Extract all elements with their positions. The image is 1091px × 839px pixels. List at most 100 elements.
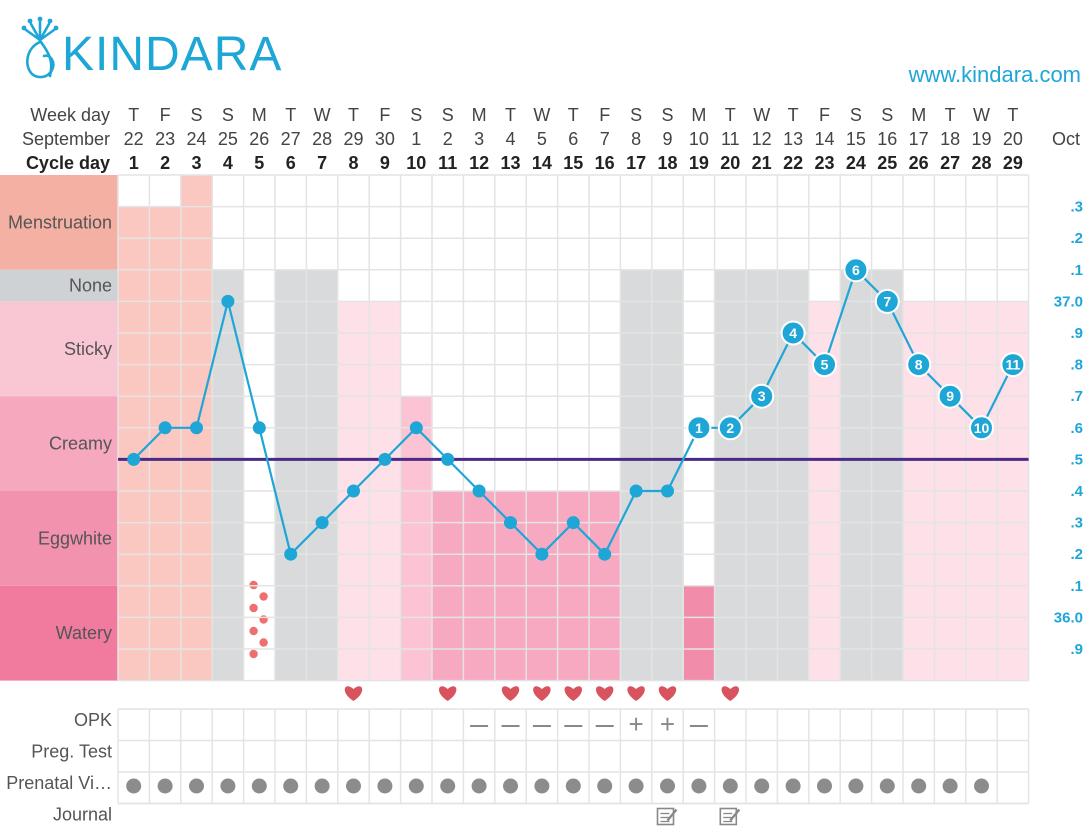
prenatal-vitamin-dot[interactable] xyxy=(440,778,456,794)
prenatal-vitamin-dot[interactable] xyxy=(408,778,424,794)
temperature-point[interactable] xyxy=(504,516,517,530)
prenatal-vitamin-dot[interactable] xyxy=(597,778,613,794)
temperature-point[interactable] xyxy=(780,320,806,346)
temperature-point[interactable] xyxy=(378,452,392,466)
cycle-day-label[interactable]: 27 xyxy=(940,153,960,173)
prenatal-vitamin-dot[interactable] xyxy=(283,778,299,794)
prenatal-vitamin-dot[interactable] xyxy=(660,778,675,794)
temperature-point[interactable] xyxy=(629,484,643,498)
cycle-day-label[interactable]: 7 xyxy=(317,153,327,173)
prenatal-vitamin-dot[interactable] xyxy=(534,778,550,794)
prenatal-vitamin-dot[interactable] xyxy=(942,778,958,794)
prenatal-vitamin-dot[interactable] xyxy=(817,778,832,794)
prenatal-vitamin-dot[interactable] xyxy=(848,778,864,794)
cycle-day-label[interactable]: 1 xyxy=(129,153,139,173)
cycle-day-label[interactable]: 6 xyxy=(286,153,296,173)
temperature-point[interactable] xyxy=(409,421,423,435)
prenatal-vitamin-dot[interactable] xyxy=(220,778,236,794)
temperature-point[interactable] xyxy=(127,452,141,466)
cycle-day-label[interactable]: 17 xyxy=(626,153,646,173)
temperature-point[interactable] xyxy=(843,257,869,283)
cycle-day-label[interactable]: 24 xyxy=(846,153,866,173)
temperature-point[interactable] xyxy=(874,288,900,314)
temperature-point[interactable] xyxy=(598,547,612,561)
temperature-point[interactable] xyxy=(1000,352,1026,378)
heart-icon[interactable] xyxy=(344,686,363,701)
heart-icon[interactable] xyxy=(595,686,614,701)
cycle-day-label[interactable]: 4 xyxy=(223,153,233,173)
brand-url[interactable]: www.kindara.com xyxy=(908,62,1081,87)
cycle-day-label[interactable]: 13 xyxy=(500,153,520,173)
prenatal-vitamin-dot[interactable] xyxy=(565,778,581,794)
prenatal-vitamin-dot[interactable] xyxy=(314,778,330,794)
temperature-point[interactable] xyxy=(535,547,549,561)
cycle-day-label[interactable]: 28 xyxy=(971,153,991,173)
temperature-point[interactable] xyxy=(158,421,172,435)
cycle-day-label[interactable]: 18 xyxy=(657,153,677,173)
cycle-day-label[interactable]: 12 xyxy=(469,153,489,173)
cycle-day-label[interactable]: 8 xyxy=(348,153,358,173)
cycle-day-label[interactable]: 20 xyxy=(720,153,740,173)
prenatal-vitamin-dot[interactable] xyxy=(346,778,361,794)
prenatal-vitamin-dot[interactable] xyxy=(691,778,707,794)
prenatal-vitamin-dot[interactable] xyxy=(911,778,927,794)
journal-icon[interactable] xyxy=(656,807,678,826)
cycle-day-label[interactable]: 15 xyxy=(563,153,583,173)
prenatal-vitamin-dot[interactable] xyxy=(126,778,142,794)
temperature-point[interactable] xyxy=(937,383,963,409)
prenatal-vitamin-dot[interactable] xyxy=(785,778,801,794)
cycle-day-label[interactable]: 2 xyxy=(160,153,170,173)
heart-icon[interactable] xyxy=(533,686,551,701)
temperature-point[interactable] xyxy=(284,547,298,561)
prenatal-vitamin-dot[interactable] xyxy=(628,778,644,794)
prenatal-vitamin-dot[interactable] xyxy=(251,778,267,794)
journal-icon[interactable] xyxy=(719,807,741,826)
temperature-point[interactable] xyxy=(969,415,994,441)
prenatal-vitamin-dot[interactable] xyxy=(879,778,895,794)
temperature-point[interactable] xyxy=(190,421,203,435)
cycle-day-label[interactable]: 5 xyxy=(254,153,264,173)
temperature-point[interactable] xyxy=(661,484,674,498)
temperature-point[interactable] xyxy=(566,516,580,530)
temperature-point[interactable] xyxy=(252,421,266,435)
cycle-day-label[interactable]: 29 xyxy=(1003,153,1023,173)
cycle-day-label[interactable]: 22 xyxy=(783,153,803,173)
prenatal-vitamin-dot[interactable] xyxy=(503,778,518,794)
prenatal-vitamin-dot[interactable] xyxy=(377,778,393,794)
cycle-day-label[interactable]: 14 xyxy=(532,153,552,173)
prenatal-vitamin-dot[interactable] xyxy=(754,778,770,794)
cycle-day-label[interactable]: 25 xyxy=(877,153,897,173)
heart-icon[interactable] xyxy=(564,686,583,701)
cycle-day-label[interactable]: 10 xyxy=(406,153,426,173)
opk-positive-mark[interactable]: + xyxy=(660,709,675,739)
heart-icon[interactable] xyxy=(658,686,677,701)
temperature-point[interactable] xyxy=(749,383,775,409)
cycle-day-label[interactable]: 21 xyxy=(752,153,772,173)
opk-positive-mark[interactable]: + xyxy=(629,709,644,739)
temperature-point[interactable] xyxy=(472,484,486,498)
temperature-point[interactable] xyxy=(686,415,712,441)
prenatal-vitamin-dot[interactable] xyxy=(157,778,173,794)
heart-icon[interactable] xyxy=(627,686,645,701)
heart-icon[interactable] xyxy=(438,686,457,701)
temperature-point[interactable] xyxy=(441,452,455,466)
cycle-day-label[interactable]: 3 xyxy=(191,153,201,173)
cycle-day-label[interactable]: 16 xyxy=(595,153,615,173)
cycle-day-label[interactable]: 23 xyxy=(814,153,834,173)
prenatal-vitamin-dot[interactable] xyxy=(974,778,989,794)
temperature-point[interactable] xyxy=(812,352,837,378)
temperature-point[interactable] xyxy=(221,294,235,308)
cycle-day-label[interactable]: 11 xyxy=(438,153,457,173)
heart-icon[interactable] xyxy=(501,686,520,701)
cycle-day-label[interactable]: 26 xyxy=(909,153,929,173)
temperature-point[interactable] xyxy=(906,352,932,378)
prenatal-vitamin-dot[interactable] xyxy=(189,778,204,794)
prenatal-vitamin-dot[interactable] xyxy=(471,778,487,794)
cycle-day-label[interactable]: 9 xyxy=(380,153,390,173)
cycle-day-label[interactable]: 19 xyxy=(689,153,709,173)
temperature-point[interactable] xyxy=(315,516,329,530)
heart-icon[interactable] xyxy=(721,686,740,701)
temperature-point[interactable] xyxy=(347,484,360,498)
prenatal-vitamin-dot[interactable] xyxy=(722,778,738,794)
temperature-point[interactable] xyxy=(717,415,743,441)
